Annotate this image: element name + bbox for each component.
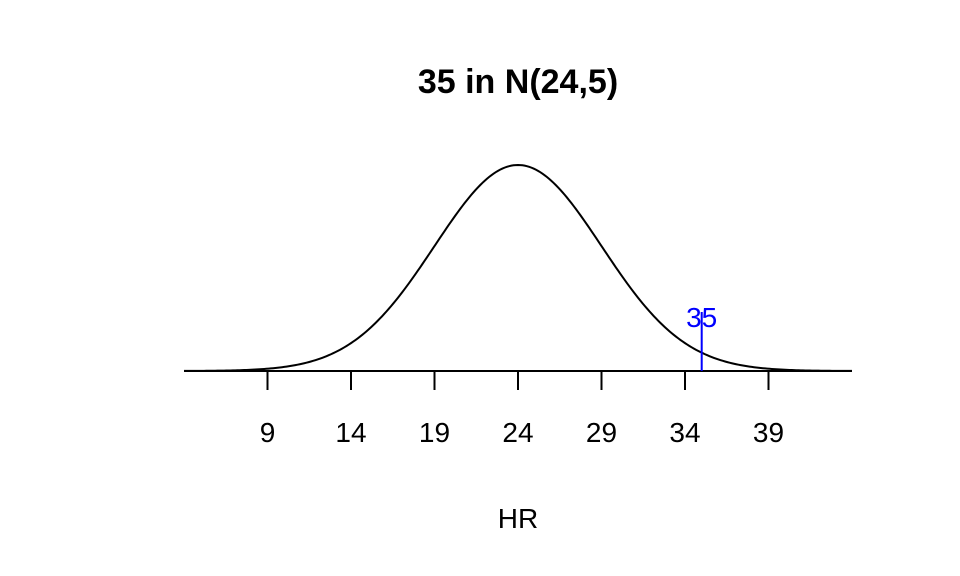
x-tick-label: 14 (335, 417, 366, 448)
x-tick-label: 34 (669, 417, 700, 448)
x-axis-ticks: 9 14 19 24 29 34 39 (260, 371, 784, 448)
x-axis-label: HR (498, 503, 538, 534)
x-tick-label: 29 (586, 417, 617, 448)
x-tick-label: 19 (419, 417, 450, 448)
x-tick-label: 39 (753, 417, 784, 448)
density-curve (183, 163, 853, 372)
value-marker-label: 35 (686, 302, 717, 333)
x-tick-label: 9 (260, 417, 276, 448)
x-tick-label: 24 (502, 417, 533, 448)
chart-title: 35 in N(24,5) (418, 63, 618, 101)
